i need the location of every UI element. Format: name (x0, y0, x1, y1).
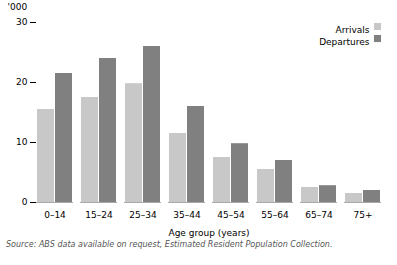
svg-text:Departures: Departures (319, 37, 370, 47)
svg-text:45–54: 45–54 (217, 210, 245, 220)
svg-text:0: 0 (22, 197, 28, 207)
svg-text:Arrivals: Arrivals (336, 25, 370, 35)
svg-text:25–34: 25–34 (129, 210, 157, 220)
svg-text:15–24: 15–24 (85, 210, 113, 220)
html-text:Source: ABS data available on: Source: ABS data available on request, E… (6, 240, 333, 249)
svg-text:75+: 75+ (354, 210, 373, 220)
svg-text:65–74: 65–74 (305, 210, 333, 220)
svg-text:35–44: 35–44 (173, 210, 201, 220)
svg-text:Age group (years): Age group (years) (168, 228, 249, 238)
svg-text:0–14: 0–14 (44, 210, 66, 220)
svg-text:10: 10 (16, 137, 28, 147)
svg-text:20: 20 (16, 77, 28, 87)
svg-text:30: 30 (16, 17, 28, 27)
svg-text:55–64: 55–64 (261, 210, 289, 220)
svg-text:'000: '000 (8, 2, 28, 12)
